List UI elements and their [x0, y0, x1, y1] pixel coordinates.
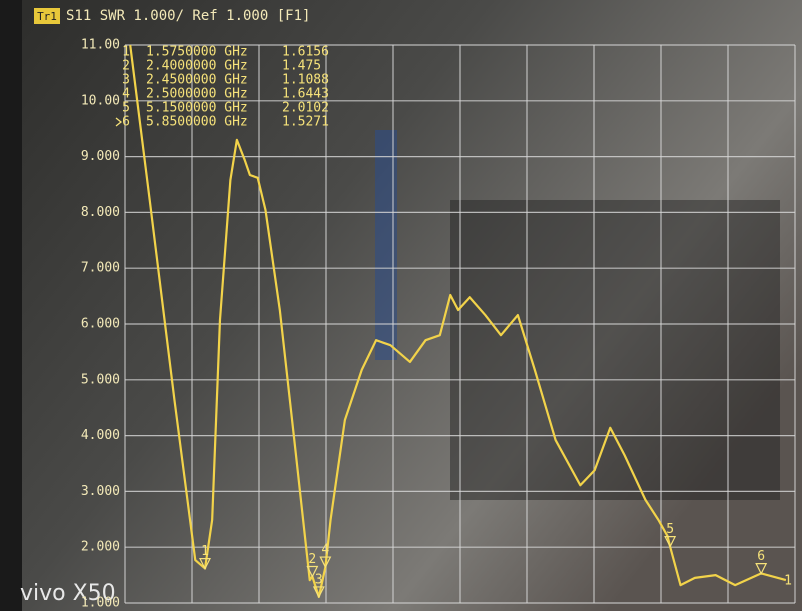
y-tick-label: 8.000: [81, 205, 120, 220]
watermark: vivo X50: [20, 581, 116, 606]
y-tick-label: 3.000: [81, 484, 120, 499]
trace-badge-bg: [34, 8, 60, 24]
marker-label: 6: [757, 549, 765, 564]
trace-badge: Tr1: [37, 10, 57, 23]
marker-id: 1: [122, 45, 130, 60]
marker-id: 2: [122, 59, 130, 74]
marker-triangle: [319, 556, 332, 569]
bezel: [0, 0, 22, 611]
y-tick-label: 4.000: [81, 428, 120, 443]
marker-frequency: 2.4000000 GHz: [146, 59, 248, 74]
reflection: [450, 200, 780, 500]
marker-id: 6: [122, 115, 130, 130]
marker-value: 1.475: [282, 59, 321, 74]
y-tick-label: 1.000: [81, 596, 120, 611]
y-tick-label: 9.000: [81, 149, 120, 164]
marker-frequency: 5.8500000 GHz: [146, 115, 248, 130]
marker-triangle: [312, 586, 325, 599]
y-tick-label: 11.00: [81, 38, 120, 53]
marker-id: 5: [122, 101, 130, 116]
marker-id: 3: [122, 73, 130, 88]
marker-value: 1.6156: [282, 45, 329, 60]
marker-value: 1.6443: [282, 87, 329, 102]
active-indicator: [115, 117, 123, 127]
marker-label: 4: [321, 543, 329, 558]
marker-value: 2.0102: [282, 101, 329, 116]
reference-label: 1: [784, 574, 792, 589]
marker-triangle: [664, 536, 677, 548]
marker-triangle: [755, 562, 768, 575]
marker-frequency: 5.1500000 GHz: [146, 101, 248, 116]
marker-label: 3: [315, 572, 323, 587]
marker-frequency: 2.5000000 GHz: [146, 87, 248, 102]
marker-frequency: 1.5750000 GHz: [146, 45, 248, 60]
marker-id: 4: [122, 87, 130, 102]
y-tick-label: 6.000: [81, 317, 120, 332]
marker-triangle: [306, 565, 319, 578]
trace: [129, 44, 787, 598]
marker-frequency: 2.4500000 GHz: [146, 73, 248, 88]
marker-label: 2: [308, 552, 316, 567]
chart-title: S11 SWR 1.000/ Ref 1.000 [F1]: [66, 8, 310, 24]
marker-value: 1.5271: [282, 115, 329, 130]
reflection: [375, 130, 397, 360]
y-tick-label: 10.00: [81, 93, 120, 108]
marker-triangle: [199, 558, 211, 570]
marker-value: 1.1088: [282, 73, 329, 88]
y-tick-label: 5.000: [81, 372, 120, 387]
marker-label: 1: [201, 544, 209, 559]
marker-label: 5: [666, 522, 674, 537]
y-tick-label: 2.000: [81, 540, 120, 555]
y-tick-label: 7.000: [81, 261, 120, 276]
